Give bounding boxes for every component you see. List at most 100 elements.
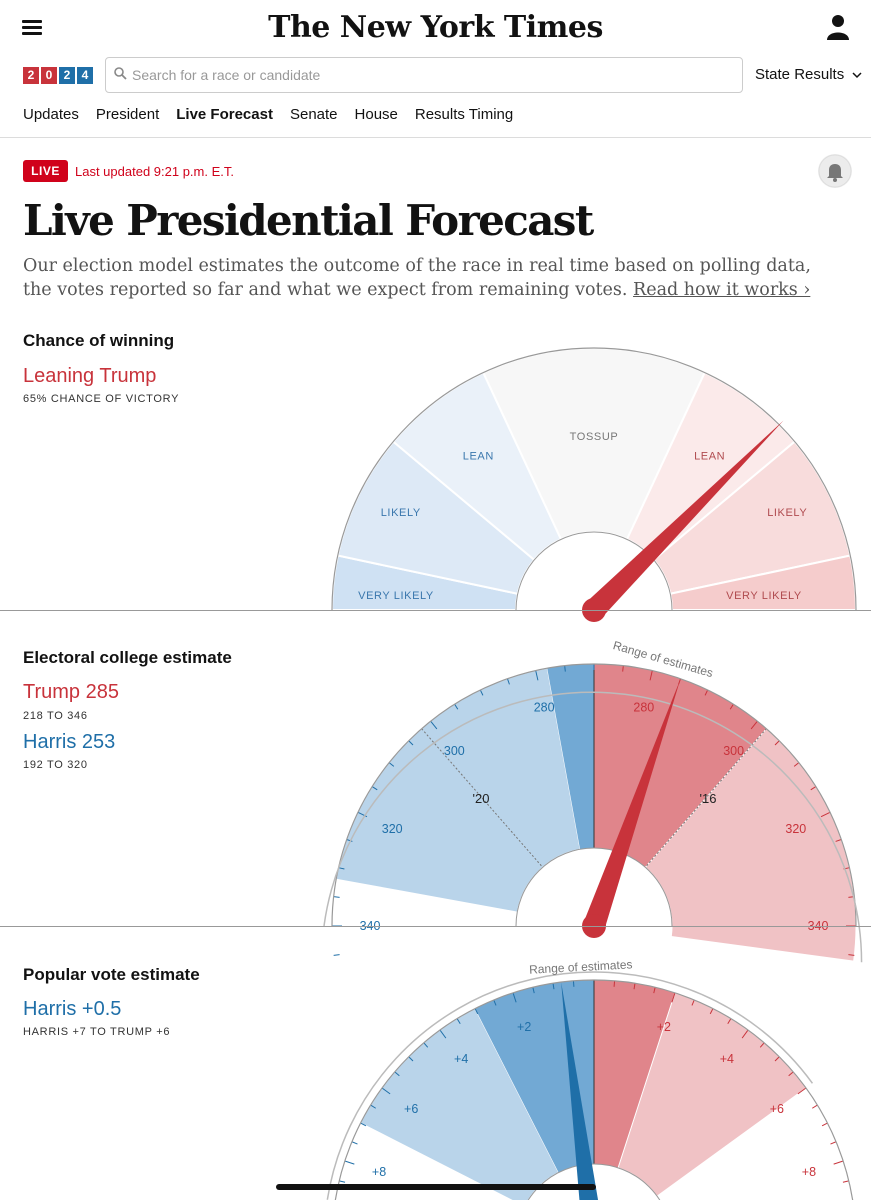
state-results-label: State Results [755, 66, 845, 83]
tick-label: 300 [723, 744, 744, 758]
nav-president[interactable]: President [95, 106, 160, 123]
nav-senate[interactable]: Senate [289, 106, 338, 123]
tick [381, 1087, 391, 1095]
search-box[interactable] [105, 57, 743, 93]
tick [338, 867, 345, 870]
tick [351, 1141, 358, 1145]
electoral-harris: Harris 253 [23, 731, 116, 753]
summary-text: Our election model estimates the outcome… [23, 256, 811, 300]
tick-label: 280 [633, 701, 654, 715]
popular-subtext: HARRIS +7 TO TRUMP +6 [23, 1026, 171, 1038]
chance-subtext: 65% CHANCE OF VICTORY [23, 393, 180, 405]
gauge-inner [515, 531, 673, 611]
electoral-trump-range: 218 TO 346 [23, 710, 88, 722]
tick [506, 678, 510, 685]
tick-label: 320 [382, 822, 403, 836]
live-badge: LIVE [23, 160, 68, 182]
gauge-outline [331, 663, 857, 927]
tick [750, 720, 758, 730]
tick [532, 987, 535, 994]
tick [729, 703, 734, 710]
tick [810, 786, 817, 791]
tick [774, 740, 780, 746]
notification-bell-icon[interactable] [818, 154, 852, 188]
state-results-dropdown[interactable]: State Results [755, 66, 862, 83]
tick [649, 670, 653, 681]
section-divider [0, 926, 871, 927]
tick [830, 1141, 837, 1145]
home-indicator [276, 1184, 596, 1190]
past-result-2016-line [644, 728, 767, 868]
tick [759, 1042, 765, 1048]
electoral-harris-range: 192 TO 320 [23, 759, 88, 771]
tick [788, 1071, 794, 1077]
chance-segment-label: LIKELY [767, 507, 807, 519]
menu-icon[interactable] [22, 20, 42, 36]
tick [741, 1029, 749, 1039]
harris-band [475, 980, 594, 1173]
tick [704, 689, 709, 696]
chance-title: Chance of winning [23, 331, 175, 350]
tick-label: +2 [657, 1020, 671, 1034]
chance-segment-label: VERY LIKELY [358, 590, 434, 602]
section-divider [0, 610, 871, 611]
tick [709, 1008, 714, 1015]
search-icon [114, 67, 127, 80]
past-result-2016: '16 [700, 791, 717, 806]
page-title: Live Presidential Forecast [23, 196, 594, 245]
tick [564, 665, 566, 672]
nav-live-forecast[interactable]: Live Forecast [176, 106, 273, 123]
search-input[interactable] [130, 58, 714, 92]
nav-results-timing[interactable]: Results Timing [414, 106, 514, 123]
needle [561, 982, 599, 1200]
needle [583, 678, 681, 930]
tick-label: +4 [454, 1052, 468, 1066]
trump-band [594, 980, 675, 1168]
tick-label: +8 [802, 1165, 816, 1179]
tick [797, 1087, 807, 1095]
tick [454, 703, 459, 710]
tick [622, 665, 624, 672]
tick [653, 987, 656, 994]
tick-label: +6 [404, 1102, 418, 1116]
gauge-inner [515, 847, 673, 927]
tick [633, 983, 636, 990]
tick [821, 1122, 828, 1127]
nav-house[interactable]: House [354, 106, 398, 123]
tick [394, 1071, 400, 1077]
chance-segment-label: LEAN [694, 450, 725, 462]
tick [370, 1104, 376, 1109]
chance-segment-label: LEAN [463, 450, 494, 462]
page-summary: Our election model estimates the outcome… [23, 254, 823, 302]
tick [430, 720, 438, 730]
popular-leader: Harris +0.5 [23, 998, 122, 1020]
tick [535, 670, 539, 681]
tick [423, 1042, 429, 1048]
nav-updates[interactable]: Updates [23, 106, 79, 123]
past-result-2020-line [421, 728, 544, 868]
tick-label: 300 [444, 744, 465, 758]
election-2024-logo[interactable]: 2 0 2 4 [23, 67, 93, 84]
tick [439, 1029, 447, 1039]
tick [833, 1160, 844, 1165]
tick [456, 1018, 461, 1024]
read-how-it-works-link[interactable]: Read how it works › [633, 280, 811, 300]
logo-digit: 2 [23, 67, 39, 84]
tick [333, 896, 340, 898]
tick [479, 689, 484, 696]
tick [691, 999, 695, 1006]
account-icon[interactable] [827, 14, 849, 40]
tick [346, 838, 353, 842]
tick [493, 999, 497, 1006]
needle [586, 420, 784, 618]
tick [835, 838, 842, 842]
tick [727, 1018, 732, 1024]
tick-label: 320 [785, 822, 806, 836]
tick [512, 992, 517, 1003]
popular-title: Popular vote estimate [23, 965, 200, 984]
tick-label: +4 [720, 1052, 734, 1066]
tick [812, 1104, 818, 1109]
masthead-logo[interactable]: The New York Times [268, 10, 603, 45]
